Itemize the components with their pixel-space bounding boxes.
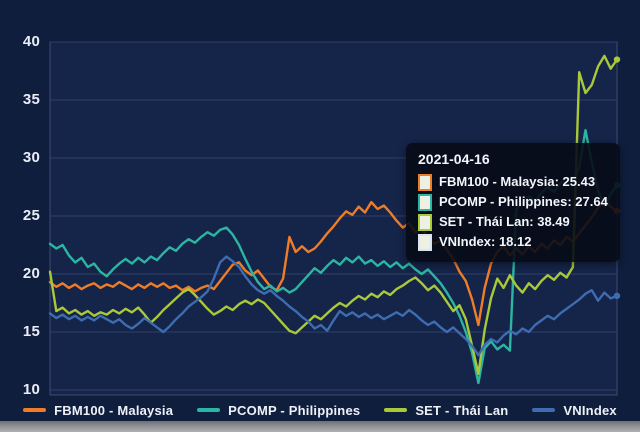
y-axis-label-30: 30 [22, 149, 40, 166]
legend-dash-icon [384, 408, 408, 412]
tooltip-series-swatch [418, 213, 432, 231]
chart-legend: FBM100 - Malaysia PCOMP - Philippines SET … [0, 399, 640, 421]
legend-dash-icon [197, 408, 221, 412]
legend-item-pcomp-philippines[interactable]: PCOMP - Philippines [197, 403, 360, 418]
chart-tooltip: 2021-04-16 FBM100 - Malaysia: 25.43 PCOMP… [406, 143, 620, 262]
tooltip-row: FBM100 - Malaysia: 25.43 [418, 172, 608, 192]
y-axis-label-15: 15 [22, 323, 40, 340]
tooltip-row: VNIndex: 18.12 [418, 232, 608, 252]
y-axis-label-35: 35 [22, 91, 40, 108]
legend-label: PCOMP - Philippines [228, 402, 361, 418]
tooltip-series-swatch [418, 193, 432, 211]
y-axis-label-10: 10 [22, 381, 40, 398]
legend-label: FBM100 - Malaysia [54, 402, 174, 418]
legend-item-fbm100-malaysia[interactable]: FBM100 - Malaysia [23, 403, 173, 418]
series-endpoint-vnindex [613, 292, 621, 300]
tooltip-series-value: SET - Thái Lan: 38.49 [439, 214, 570, 229]
tooltip-series-swatch [418, 173, 432, 191]
tooltip-series-value: VNIndex: 18.12 [439, 234, 532, 249]
tooltip-rows: FBM100 - Malaysia: 25.43 PCOMP - Philippi… [418, 172, 608, 252]
page-bottom-strip [0, 421, 640, 432]
y-axis-label-25: 25 [22, 207, 40, 224]
tooltip-date: 2021-04-16 [418, 151, 490, 167]
legend-item-set-th-i-lan[interactable]: SET - Thái Lan [384, 403, 508, 418]
y-axis-label-20: 20 [22, 265, 40, 282]
tooltip-row: SET - Thái Lan: 38.49 [418, 212, 608, 232]
legend-label: SET - Thái Lan [415, 402, 509, 418]
y-axis-label-40: 40 [22, 33, 40, 50]
tooltip-row: PCOMP - Philippines: 27.64 [418, 192, 608, 212]
tooltip-series-value: PCOMP - Philippines: 27.64 [439, 194, 608, 209]
series-line-set-th-i-lan [48, 54, 619, 375]
legend-label: VNIndex [563, 402, 617, 418]
legend-dash-icon [23, 408, 47, 412]
legend-dash-icon [532, 408, 556, 412]
series-endpoint-set-th-i-lan [613, 56, 621, 63]
tooltip-series-swatch [418, 233, 432, 251]
legend-item-vnindex[interactable]: VNIndex [532, 402, 617, 418]
series-line-vnindex [48, 255, 619, 357]
tooltip-series-value: FBM100 - Malaysia: 25.43 [439, 174, 596, 189]
